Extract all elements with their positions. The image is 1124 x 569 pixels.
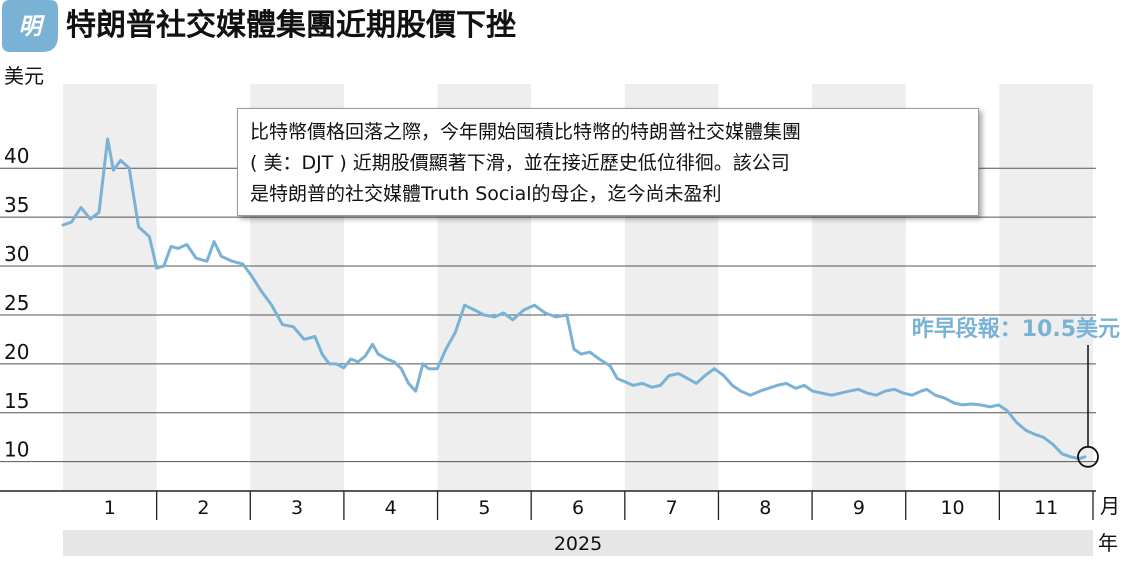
logo-badge [2, 0, 58, 52]
x-tick-label: 4 [385, 497, 397, 519]
series-line [61, 137, 1087, 461]
x-tick-label: 11 [1034, 497, 1058, 519]
y-tick-label: 40 [4, 144, 29, 168]
year-unit-label: 年 [1098, 531, 1118, 555]
year-label: 2025 [554, 533, 602, 555]
x-axis-tick-labels: 1 2 3 4 5 6 7 8 9 10 11 [104, 497, 1059, 519]
x-tick-label: 6 [572, 497, 584, 519]
callout-line: 是特朗普的社交媒體Truth Social的母企，迄今尚未盈利 [250, 183, 722, 205]
chart-title: 特朗普社交媒體集團近期股價下挫 [66, 8, 516, 43]
y-tick-label: 35 [4, 193, 29, 217]
month-band [999, 84, 1093, 491]
x-axis-unit-label: 月 [1100, 494, 1120, 518]
x-tick-label: 2 [197, 497, 209, 519]
y-tick-label: 15 [4, 389, 29, 413]
logo-text: 明 [19, 14, 46, 40]
annotation-marker-circle [1077, 445, 1099, 468]
x-tick-label: 8 [759, 497, 771, 519]
x-tick-label: 3 [291, 497, 303, 519]
callout-line: ( 美：DJT ) 近期股價顯著下滑，並在接近歷史低位徘徊。該公司 [250, 152, 790, 174]
x-tick-label: 9 [853, 497, 865, 519]
x-tick-label: 1 [104, 497, 116, 519]
y-axis-tick-labels: 10 15 20 25 30 35 40 [4, 144, 29, 461]
x-axis-ticks [155, 491, 1094, 520]
x-tick-label: 10 [940, 497, 964, 519]
year-bar [63, 530, 1093, 556]
y-tick-label: 10 [4, 438, 29, 462]
y-tick-label: 30 [4, 242, 29, 266]
y-tick-label: 20 [4, 340, 29, 364]
description-callout: 比特幣價格回落之際，今年開始囤積比特幣的特朗普社交媒體集團 ( 美：DJT ) … [237, 108, 979, 216]
x-tick-label: 7 [666, 497, 678, 519]
x-tick-label: 5 [478, 497, 490, 519]
y-axis-title: 美元 [4, 64, 44, 88]
callout-line: 比特幣價格回落之際，今年開始囤積比特幣的特朗普社交媒體集團 [250, 121, 802, 143]
y-tick-label: 25 [4, 291, 29, 315]
latest-price-annotation: 昨早段報：10.5美元 [912, 316, 1120, 342]
